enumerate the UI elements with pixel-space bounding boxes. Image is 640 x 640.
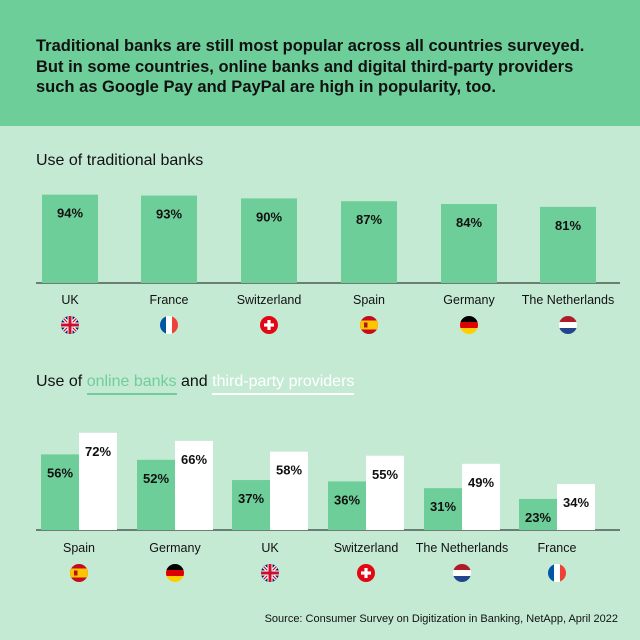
chart2-category-label: Spain bbox=[63, 541, 95, 555]
chart2-bar-online-banks bbox=[519, 498, 557, 530]
chart2-bar-online-banks bbox=[137, 459, 175, 530]
chart2-bar-online-banks bbox=[424, 488, 462, 530]
chart2-bar-third-party bbox=[557, 484, 595, 530]
germany-flag-icon bbox=[460, 316, 478, 334]
chart2-bar-third-party bbox=[270, 451, 308, 530]
uk-flag-icon bbox=[61, 316, 79, 334]
germany-flag-icon bbox=[166, 564, 184, 582]
chart2-value-label-online: 52% bbox=[143, 471, 169, 486]
chart2-title: Use of online banks and third-party prov… bbox=[36, 373, 355, 395]
chart1-value-label: 90% bbox=[256, 209, 282, 224]
chart2-bar-third-party bbox=[175, 440, 213, 530]
header-banner: Traditional banks are still most popular… bbox=[0, 0, 640, 126]
chart2-category-label: The Netherlands bbox=[416, 541, 508, 555]
chart1-bar bbox=[540, 206, 596, 283]
chart2-value-label-third-party: 34% bbox=[563, 495, 589, 510]
chart1-category-label: Germany bbox=[443, 293, 495, 307]
chart1-category-label: Spain bbox=[353, 293, 385, 307]
france-flag-icon bbox=[548, 564, 566, 582]
spain-flag-icon bbox=[70, 564, 88, 582]
chart1-title: Use of traditional banks bbox=[36, 152, 204, 169]
chart2-category-label: Germany bbox=[149, 541, 201, 555]
chart2-value-label-online: 56% bbox=[47, 465, 73, 480]
chart2-value-label-third-party: 55% bbox=[372, 467, 398, 482]
chart1-category-label: UK bbox=[61, 293, 79, 307]
chart2-bar-online-banks bbox=[41, 454, 79, 530]
france-flag-icon bbox=[160, 316, 178, 334]
chart2-bar-third-party bbox=[79, 432, 117, 530]
chart2-value-label-third-party: 49% bbox=[468, 475, 494, 490]
chart2-title-and: and bbox=[176, 373, 213, 390]
chart2-category-label: UK bbox=[261, 541, 279, 555]
source-note: Source: Consumer Survey on Digitization … bbox=[264, 613, 618, 625]
headline-text: Traditional banks are still most popular… bbox=[36, 37, 585, 96]
switzerland-flag-icon bbox=[357, 564, 375, 582]
chart2-category-label: Switzerland bbox=[334, 541, 399, 555]
chart2-category-label: France bbox=[538, 541, 577, 555]
uk-flag-icon bbox=[261, 564, 279, 582]
chart1-bar bbox=[42, 194, 98, 283]
chart2-value-label-third-party: 72% bbox=[85, 444, 111, 459]
chart1-value-label: 87% bbox=[356, 212, 382, 227]
chart1-category-label: Switzerland bbox=[237, 293, 302, 307]
chart1-category-label: France bbox=[150, 293, 189, 307]
chart2-value-label-online: 37% bbox=[238, 491, 264, 506]
chart2-value-label-online: 36% bbox=[334, 492, 360, 507]
chart1-value-label: 93% bbox=[156, 207, 182, 222]
chart2-bar-online-banks bbox=[328, 481, 366, 530]
chart1-value-label: 94% bbox=[57, 206, 83, 221]
chart2-bar-third-party bbox=[366, 455, 404, 530]
chart1-value-label: 81% bbox=[555, 218, 581, 233]
switzerland-flag-icon bbox=[260, 316, 278, 334]
chart1-category-label: The Netherlands bbox=[522, 293, 614, 307]
chart2-value-label-online: 31% bbox=[430, 499, 456, 514]
chart1-value-label: 84% bbox=[456, 215, 482, 230]
netherlands-flag-icon bbox=[453, 564, 471, 582]
chart2-value-label-third-party: 58% bbox=[276, 463, 302, 478]
chart1-bar bbox=[241, 198, 297, 283]
spain-flag-icon bbox=[360, 316, 378, 334]
chart2-value-label-online: 23% bbox=[525, 510, 551, 525]
legend-online-banks: online banks bbox=[86, 373, 177, 395]
netherlands-flag-icon bbox=[559, 316, 577, 334]
chart1-bar bbox=[341, 201, 397, 283]
chart2-bar-third-party bbox=[462, 463, 500, 530]
chart2-title-prefix: Use of bbox=[36, 373, 87, 390]
chart2-bar-online-banks bbox=[232, 480, 270, 530]
chart1-bar bbox=[141, 195, 197, 283]
legend-third-party-providers: third-party providers bbox=[212, 373, 355, 395]
chart2-value-label-third-party: 66% bbox=[181, 452, 207, 467]
chart1-bar bbox=[441, 204, 497, 283]
